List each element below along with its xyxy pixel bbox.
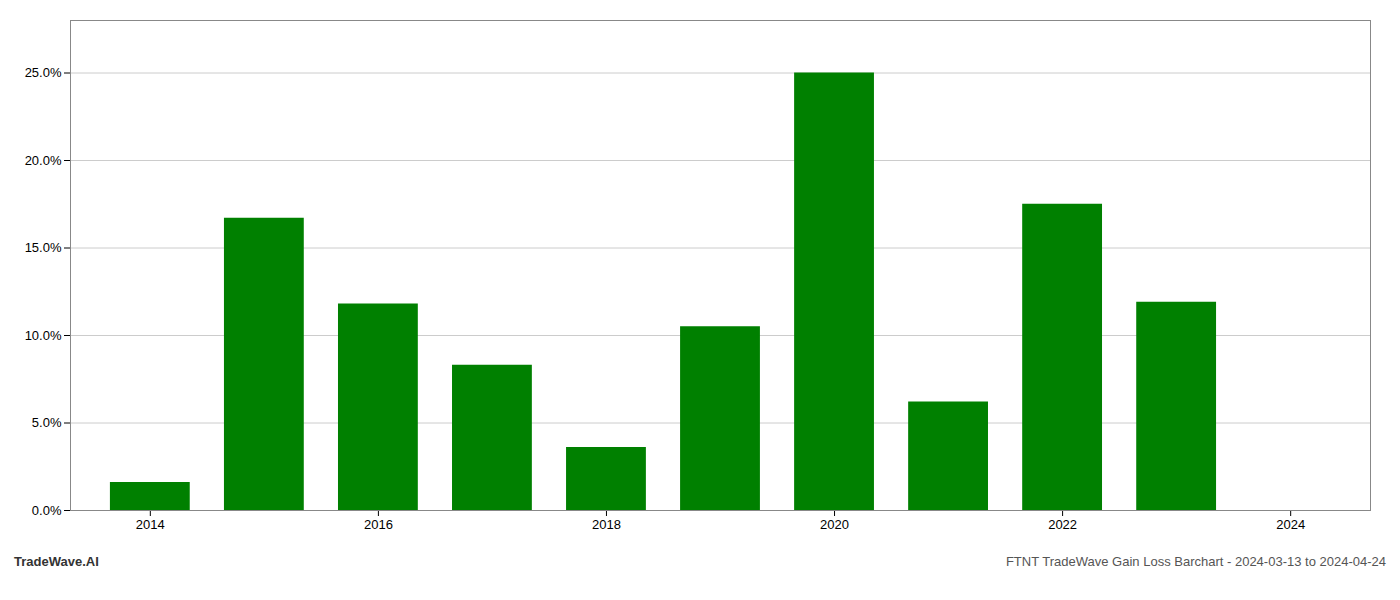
svg-text:0.0%: 0.0% <box>32 503 62 518</box>
svg-text:10.0%: 10.0% <box>25 328 62 343</box>
svg-text:2016: 2016 <box>364 517 393 532</box>
html-text:TradeWave.AI: TradeWave.AI <box>14 554 99 569</box>
svg-text:2014: 2014 <box>136 517 165 532</box>
svg-text:2020: 2020 <box>820 517 849 532</box>
html-text:FTNT TradeWave Gain Loss Barch: FTNT TradeWave Gain Loss Barchart - 2024… <box>1005 554 1386 569</box>
svg-text:25.0%: 25.0% <box>25 65 62 80</box>
svg-text:15.0%: 15.0% <box>25 240 62 255</box>
svg-text:5.0%: 5.0% <box>32 415 62 430</box>
svg-text:2024: 2024 <box>1276 517 1305 532</box>
svg-text:20.0%: 20.0% <box>25 153 62 168</box>
svg-text:2022: 2022 <box>1048 517 1077 532</box>
svg-text:2018: 2018 <box>592 517 621 532</box>
